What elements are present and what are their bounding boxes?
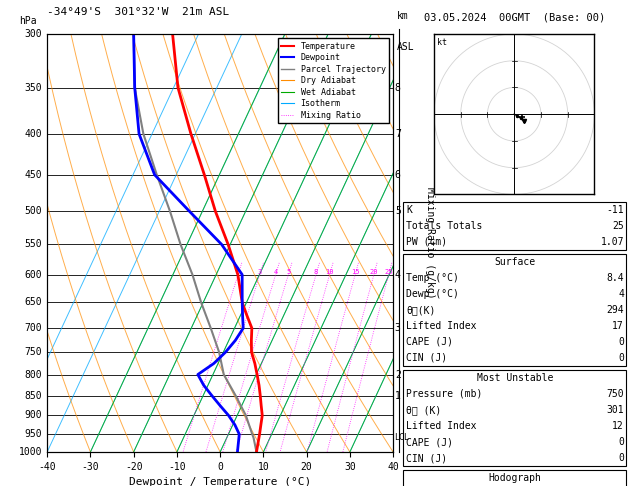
Text: CIN (J): CIN (J)	[406, 453, 447, 463]
Text: 4: 4	[395, 270, 401, 279]
Text: -34°49'S  301°32'W  21m ASL: -34°49'S 301°32'W 21m ASL	[47, 7, 230, 17]
Text: 1.07: 1.07	[601, 237, 624, 247]
Text: Surface: Surface	[494, 257, 536, 267]
Text: 15: 15	[351, 269, 359, 275]
Text: 294: 294	[606, 305, 624, 315]
Text: Lifted Index: Lifted Index	[406, 321, 477, 331]
Text: 750: 750	[25, 347, 42, 357]
Text: ASL: ASL	[397, 42, 415, 52]
Text: Most Unstable: Most Unstable	[477, 373, 554, 383]
Text: 4: 4	[274, 269, 278, 275]
Y-axis label: Mixing Ratio (g/kg): Mixing Ratio (g/kg)	[425, 187, 435, 299]
Text: 450: 450	[25, 170, 42, 180]
Text: 3: 3	[258, 269, 262, 275]
Text: 7: 7	[395, 129, 401, 139]
Text: 700: 700	[25, 323, 42, 333]
Text: 301: 301	[606, 405, 624, 415]
X-axis label: Dewpoint / Temperature (°C): Dewpoint / Temperature (°C)	[129, 477, 311, 486]
Text: 1: 1	[395, 391, 401, 400]
Text: 4: 4	[618, 289, 624, 299]
Text: 950: 950	[25, 429, 42, 439]
Text: Totals Totals: Totals Totals	[406, 221, 482, 231]
Text: 5: 5	[286, 269, 291, 275]
Text: 17: 17	[612, 321, 624, 331]
Text: PW (cm): PW (cm)	[406, 237, 447, 247]
Text: 750: 750	[606, 389, 624, 399]
Text: 20: 20	[370, 269, 378, 275]
Text: CIN (J): CIN (J)	[406, 353, 447, 363]
Text: 10: 10	[325, 269, 334, 275]
Text: CAPE (J): CAPE (J)	[406, 437, 454, 447]
Text: 400: 400	[25, 129, 42, 139]
Text: 25: 25	[612, 221, 624, 231]
Text: Hodograph: Hodograph	[489, 473, 542, 483]
Text: 650: 650	[25, 297, 42, 308]
Text: 8.4: 8.4	[606, 273, 624, 283]
Text: hPa: hPa	[19, 16, 37, 26]
Text: K: K	[406, 205, 412, 215]
Text: 8: 8	[314, 269, 318, 275]
Text: 12: 12	[612, 421, 624, 431]
Text: -11: -11	[606, 205, 624, 215]
Text: 350: 350	[25, 83, 42, 92]
Text: 8: 8	[395, 83, 401, 92]
Text: θᴄ (K): θᴄ (K)	[406, 405, 442, 415]
Text: 0: 0	[618, 437, 624, 447]
Text: 5: 5	[395, 207, 401, 216]
Text: 500: 500	[25, 207, 42, 216]
Text: Pressure (mb): Pressure (mb)	[406, 389, 482, 399]
Text: 0: 0	[618, 353, 624, 363]
Text: 850: 850	[25, 391, 42, 400]
Text: 2: 2	[236, 269, 240, 275]
Text: 3: 3	[395, 323, 401, 333]
Text: 600: 600	[25, 270, 42, 279]
Text: kt: kt	[437, 38, 447, 47]
Text: 900: 900	[25, 410, 42, 420]
Text: CAPE (J): CAPE (J)	[406, 337, 454, 347]
Legend: Temperature, Dewpoint, Parcel Trajectory, Dry Adiabat, Wet Adiabat, Isotherm, Mi: Temperature, Dewpoint, Parcel Trajectory…	[278, 38, 389, 123]
Text: 1000: 1000	[18, 447, 42, 457]
Text: Dewp (°C): Dewp (°C)	[406, 289, 459, 299]
Text: 6: 6	[395, 170, 401, 180]
Text: 550: 550	[25, 240, 42, 249]
Text: 0: 0	[618, 453, 624, 463]
Text: 25: 25	[384, 269, 393, 275]
Text: θᴄ(K): θᴄ(K)	[406, 305, 436, 315]
Text: Temp (°C): Temp (°C)	[406, 273, 459, 283]
Text: 03.05.2024  00GMT  (Base: 00): 03.05.2024 00GMT (Base: 00)	[423, 12, 605, 22]
Text: LCL: LCL	[394, 434, 409, 442]
Text: 0: 0	[618, 337, 624, 347]
Text: Lifted Index: Lifted Index	[406, 421, 477, 431]
Text: km: km	[397, 12, 408, 21]
Text: 800: 800	[25, 369, 42, 380]
Text: 300: 300	[25, 29, 42, 39]
Text: 2: 2	[395, 369, 401, 380]
